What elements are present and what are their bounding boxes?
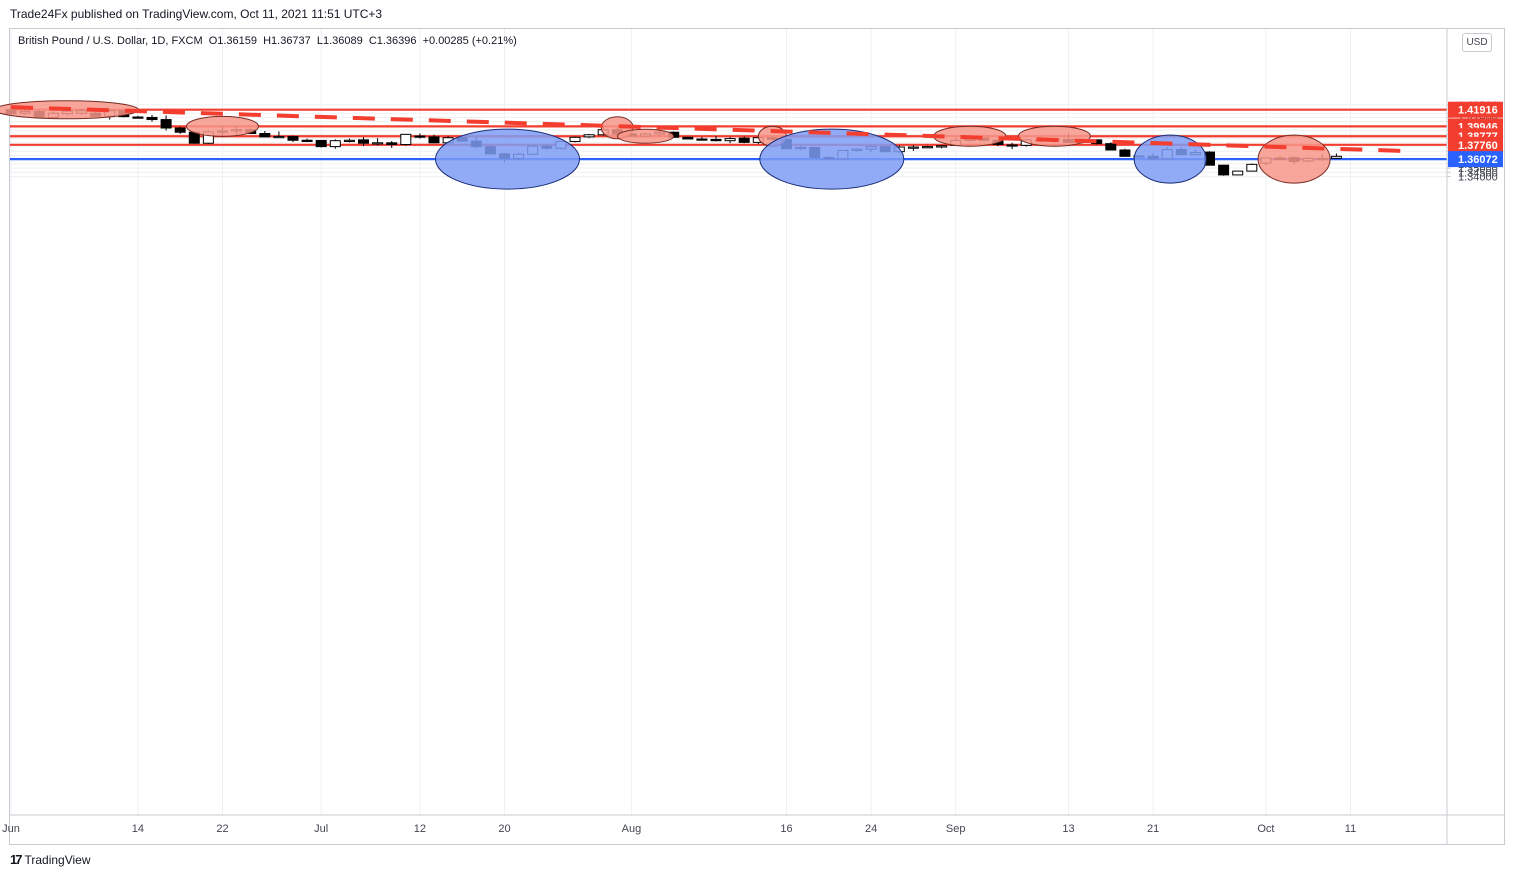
candle-body: [936, 145, 948, 148]
legend-low: L1.36089: [316, 35, 363, 47]
candle-body: [907, 146, 919, 149]
legend-high: H1.36737: [263, 35, 311, 47]
chart-frame: [9, 28, 1505, 845]
candle-body: [1246, 163, 1258, 172]
x-tick-label: 22: [216, 823, 228, 835]
level-tag-label: 1.37760: [1458, 140, 1498, 152]
candle-body: [273, 135, 285, 139]
support-touch-zone: [1133, 134, 1207, 184]
trendline: [10, 105, 1415, 154]
legend-open: O1.36159: [208, 35, 258, 47]
candle-body: [1218, 164, 1230, 176]
support-touch-zone: [759, 128, 905, 190]
resistance-touch-zone: [1017, 125, 1091, 147]
resistance-touch-zone: [1257, 134, 1331, 184]
x-tick-label: Oct: [1257, 823, 1274, 835]
candle-body: [146, 116, 158, 121]
candle-body: [1119, 149, 1131, 157]
support-touch-zone: [435, 128, 580, 190]
candle-body: [1232, 170, 1244, 176]
candle-body: [358, 139, 369, 144]
publisher-line: Trade24Fx published on TradingView.com, …: [10, 7, 383, 21]
tradingview-logo[interactable]: 17 TradingView: [10, 852, 91, 867]
candle-body: [315, 139, 327, 148]
axes: 1.425001.420001.415001.410001.405001.400…: [2, 29, 1504, 844]
candle-body: [386, 142, 398, 145]
y-tick-label: 1.34000: [1458, 172, 1498, 184]
candle-body: [738, 137, 750, 143]
candle-body: [414, 135, 426, 138]
candle-body: [583, 134, 595, 138]
candle-body: [132, 116, 144, 119]
level-tag: [1448, 136, 1503, 153]
candle-body: [1330, 155, 1342, 159]
candle-body: [400, 133, 412, 145]
candle-body: [160, 119, 172, 129]
legend-close: C1.36396: [368, 35, 417, 47]
x-tick-label: Jun: [2, 823, 20, 835]
candle-body: [329, 140, 341, 148]
tradingview-logo-icon: 17: [10, 852, 23, 867]
resistance-touch-zone: [186, 115, 259, 137]
tradingview-brand: TradingView: [24, 852, 91, 867]
x-tick-label: Jul: [314, 823, 328, 835]
dashed-trendline: [10, 105, 1415, 154]
y-tick-label: 1.34500: [1458, 167, 1498, 179]
candle-body: [696, 138, 708, 141]
legend-change: +0.00285 (+0.21%): [422, 35, 517, 47]
x-tick-label: 24: [865, 823, 877, 835]
candle-body: [682, 136, 694, 140]
level-tag-label: 1.41916: [1458, 105, 1498, 117]
candle-body: [724, 138, 736, 142]
x-tick-label: 16: [780, 823, 792, 835]
x-tick-label: 14: [132, 823, 144, 835]
x-tick-label: Aug: [622, 823, 642, 835]
x-tick-label: 21: [1147, 823, 1159, 835]
x-tick-label: 13: [1062, 823, 1074, 835]
candle-body: [1006, 144, 1018, 147]
candle-body: [569, 136, 581, 143]
candle-body: [287, 135, 299, 141]
candle-body: [1105, 143, 1117, 151]
candle-body: [922, 146, 933, 149]
candle-body: [372, 142, 384, 145]
candle-body: [259, 133, 271, 138]
level-tag-label: 1.36072: [1458, 154, 1498, 166]
candle-body: [343, 139, 355, 142]
currency-button[interactable]: USD: [1462, 33, 1492, 52]
x-tick-label: 12: [414, 823, 426, 835]
zones: [0, 100, 1331, 190]
level-tag: [1448, 151, 1503, 168]
legend-symbol: British Pound / U.S. Dollar, 1D, FXCM: [18, 35, 203, 47]
symbol-legend: British Pound / U.S. Dollar, 1D, FXCM O1…: [18, 35, 520, 47]
x-tick-label: Sep: [946, 823, 966, 835]
candle-body: [301, 139, 313, 142]
resistance-touch-zone: [617, 128, 674, 144]
candle-body: [428, 136, 440, 144]
level-tag: [1448, 101, 1503, 118]
candle-body: [710, 138, 722, 142]
candle-body: [174, 127, 186, 133]
x-tick-label: 20: [498, 823, 510, 835]
x-tick-label: 11: [1345, 823, 1356, 835]
